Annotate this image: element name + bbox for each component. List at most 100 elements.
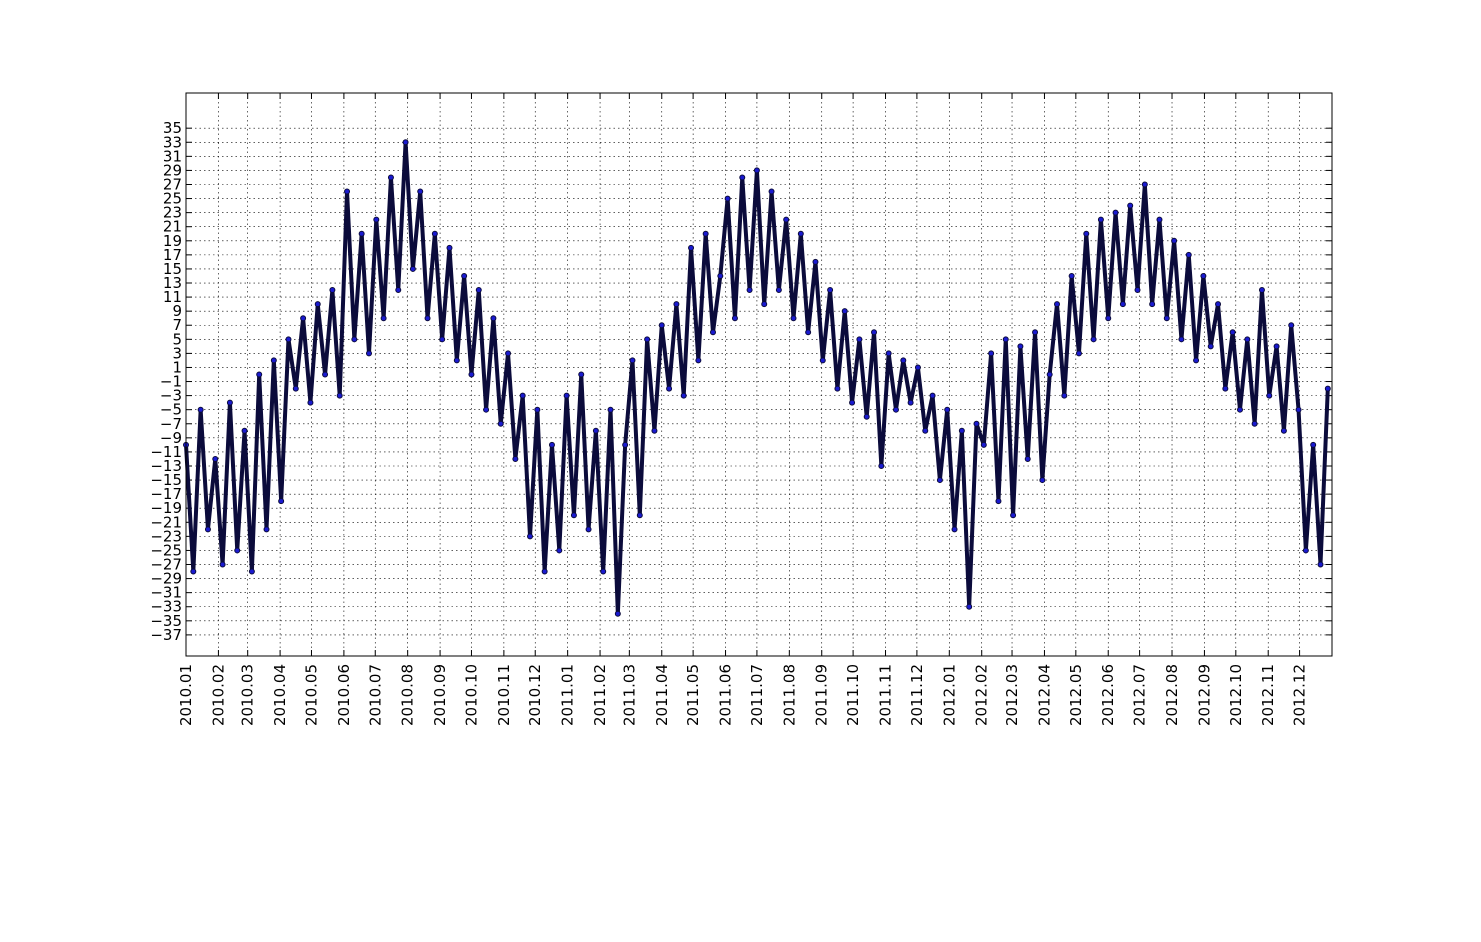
data-point [226,399,233,406]
data-point [841,308,848,315]
data-point [322,371,329,378]
data-point [1032,329,1039,336]
data-point [1317,561,1324,568]
data-point [1112,209,1119,216]
data-point [871,329,878,336]
data-point [1097,216,1104,223]
x-tick-label: 2011.04 [653,664,671,726]
x-tick-label: 2011.07 [748,664,766,726]
data-point [263,526,270,533]
x-tick-label: 2010.03 [239,664,257,726]
data-point [1061,392,1068,399]
data-point [387,174,394,181]
x-tick-label: 2012.01 [940,664,958,726]
data-point [629,357,636,364]
y-tick-label: −13 [150,457,182,475]
data-point [292,385,299,392]
data-point [914,364,921,371]
data-point [219,561,226,568]
x-tick-label: 2011.06 [717,664,735,726]
y-tick-label: 15 [163,260,182,278]
data-point [314,301,321,308]
data-point [1156,216,1163,223]
data-point [409,265,416,272]
data-point [995,498,1002,505]
x-tick-label: 2010.01 [177,664,195,726]
data-point [834,385,841,392]
data-point [424,315,431,322]
y-tick-label: −27 [150,556,182,574]
y-tick-label: −11 [150,443,182,461]
data-point [1090,336,1097,343]
data-point [1046,371,1053,378]
data-point [431,230,438,237]
data-point [849,399,856,406]
y-tick-label: −25 [150,541,182,559]
x-tick-label: 2010.09 [431,664,449,726]
data-point [1207,343,1214,350]
data-point [863,413,870,420]
data-point [197,406,204,413]
x-tick-label: 2010.07 [366,664,384,726]
data-point [644,336,651,343]
data-point [1310,441,1317,448]
data-point [1244,336,1251,343]
data-point [475,287,482,294]
data-point [900,357,907,364]
data-point [563,392,570,399]
data-point [966,603,973,610]
data-point [1171,237,1178,244]
data-point [336,392,343,399]
data-point [1193,357,1200,364]
y-tick-label: −35 [150,612,182,630]
data-point [614,610,621,617]
data-point [1222,385,1229,392]
data-point [1258,287,1265,294]
data-point [234,547,241,554]
data-point [878,462,885,469]
data-point [673,301,680,308]
data-point [204,526,211,533]
data-point [1295,406,1302,413]
y-tick-label: −37 [150,626,182,644]
data-point [819,357,826,364]
y-tick-label: 1 [172,358,182,376]
data-point [548,441,555,448]
data-point [534,406,541,413]
x-tick-label: 2012.10 [1227,664,1245,726]
data-point [1200,272,1207,279]
data-point [1302,547,1309,554]
data-point [746,287,753,294]
data-point [922,427,929,434]
data-point [1149,301,1156,308]
y-tick-label: −9 [160,429,182,447]
data-point [1229,329,1236,336]
data-point [783,216,790,223]
data-point [402,139,409,146]
data-point [446,244,453,251]
data-point [212,455,219,462]
data-point [1273,343,1280,350]
x-tick-label: 2011.08 [780,664,798,726]
data-point [1178,336,1185,343]
y-tick-label: −21 [150,513,182,531]
data-point [490,315,497,322]
x-tick-label: 2010.02 [209,664,227,726]
x-tick-label: 2012.04 [1035,664,1053,726]
data-point [1075,350,1082,357]
data-point [1068,272,1075,279]
y-tick-label: 7 [172,316,182,334]
y-tick-label: −31 [150,584,182,602]
y-tick-label: −23 [150,527,182,545]
data-point [1185,251,1192,258]
data-point [1119,301,1126,308]
y-tick-label: 35 [163,119,182,137]
y-tick-label: 31 [163,147,182,165]
data-point [688,244,695,251]
x-tick-label: 2012.11 [1259,664,1277,726]
x-tick-label: 2010.06 [335,664,353,726]
data-point [527,533,534,540]
x-tick-label: 2011.09 [813,664,831,726]
